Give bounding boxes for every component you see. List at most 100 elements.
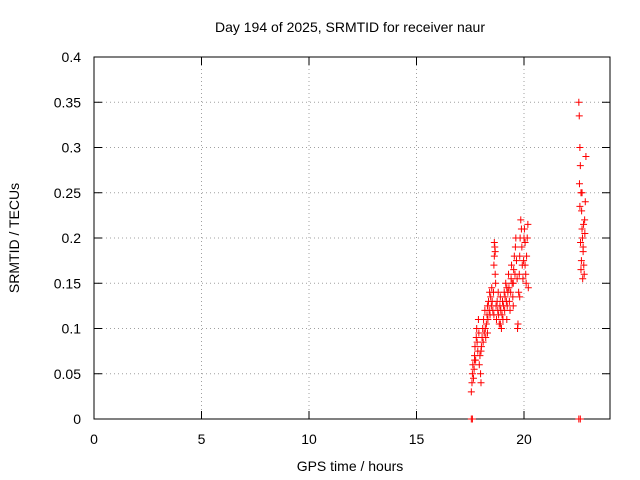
data-point [468, 379, 476, 387]
x-tick-label: 0 [90, 431, 98, 447]
data-point [484, 315, 492, 323]
data-point [523, 234, 531, 242]
y-tick-label: 0.1 [62, 321, 82, 337]
data-point [488, 284, 496, 292]
data-point [524, 220, 532, 228]
data-point [491, 270, 499, 278]
y-tick-label: 0.3 [62, 140, 82, 156]
data-point [477, 370, 485, 378]
tick-labels: 0 0.05 0.1 0.15 0.2 0.25 0.3 0.35 0.4 0 5 10 15 20 [54, 49, 532, 447]
data-point [502, 279, 510, 287]
data-point [475, 361, 483, 369]
data-point [523, 252, 531, 260]
data-point [505, 270, 513, 278]
data-point [515, 270, 523, 278]
data-point [516, 293, 524, 301]
x-tick-label: 20 [516, 431, 532, 447]
data-point [501, 293, 509, 301]
data-point [509, 279, 517, 287]
data-point [580, 261, 588, 269]
data-point [520, 257, 528, 265]
data-point [496, 320, 504, 328]
data-point [494, 288, 502, 296]
x-tick-label: 10 [301, 431, 317, 447]
data-point [576, 144, 584, 151]
data-point [471, 356, 479, 364]
y-tick-label: 0.15 [54, 275, 81, 291]
data-point [505, 297, 513, 305]
data-point [507, 288, 515, 296]
data-point [578, 207, 586, 215]
data-point [476, 352, 484, 360]
data-point [522, 270, 530, 278]
data-point [578, 225, 586, 233]
data-point [520, 225, 528, 233]
data-point [511, 243, 519, 251]
data-point [579, 275, 587, 283]
x-tick-label: 5 [198, 431, 206, 447]
y-axis-label: SRMTID / TECUs [6, 183, 22, 293]
data-point [576, 202, 584, 210]
grid-lines [94, 57, 610, 419]
data-point [514, 320, 522, 328]
data-point [467, 388, 475, 396]
data-point [580, 220, 588, 228]
data-point [521, 261, 529, 269]
data-point [483, 329, 491, 337]
data-point [516, 252, 524, 260]
data-point [503, 284, 511, 292]
data-point [490, 252, 498, 260]
data-point [579, 243, 587, 251]
data-point [487, 293, 495, 301]
data-point [575, 112, 583, 120]
data-point [503, 302, 511, 310]
plot-frame [93, 56, 611, 420]
data-point [515, 288, 523, 296]
y-tick-label: 0.4 [62, 49, 82, 65]
data-point [521, 239, 529, 247]
data-point [578, 189, 586, 197]
data-point [490, 261, 498, 269]
data-point [582, 153, 590, 161]
data-point [577, 257, 585, 265]
data-point [581, 216, 589, 224]
data-point [498, 311, 506, 319]
data-point [517, 216, 525, 224]
data-point [510, 266, 518, 274]
data-point [507, 275, 515, 283]
data-point [473, 325, 481, 332]
data-point [470, 365, 478, 373]
data-points [467, 98, 590, 423]
data-point [522, 279, 530, 287]
data-point [577, 239, 585, 247]
data-point [469, 361, 477, 369]
x-tick-label: 15 [409, 431, 425, 447]
data-point [482, 320, 490, 328]
y-tick-label: 0.35 [54, 94, 81, 110]
data-point [492, 279, 500, 287]
x-axis-label: GPS time / hours [297, 458, 404, 474]
data-point [490, 311, 498, 319]
data-point [508, 261, 516, 269]
data-point [577, 266, 585, 274]
y-tick-label: 0.2 [62, 230, 82, 246]
data-point [491, 248, 499, 256]
axes [93, 56, 611, 420]
data-point [482, 334, 490, 342]
y-tick-label: 0.25 [54, 185, 81, 201]
data-point [509, 302, 517, 310]
data-point [492, 315, 500, 323]
data-point [576, 162, 584, 170]
data-point [581, 229, 589, 237]
data-point [580, 270, 588, 278]
data-point [471, 343, 479, 351]
data-point [524, 284, 532, 292]
data-point [477, 379, 485, 387]
data-point [576, 415, 584, 423]
data-point [575, 180, 583, 188]
data-point [578, 234, 586, 242]
y-tick-label: 0 [73, 411, 81, 427]
data-point [469, 374, 477, 382]
